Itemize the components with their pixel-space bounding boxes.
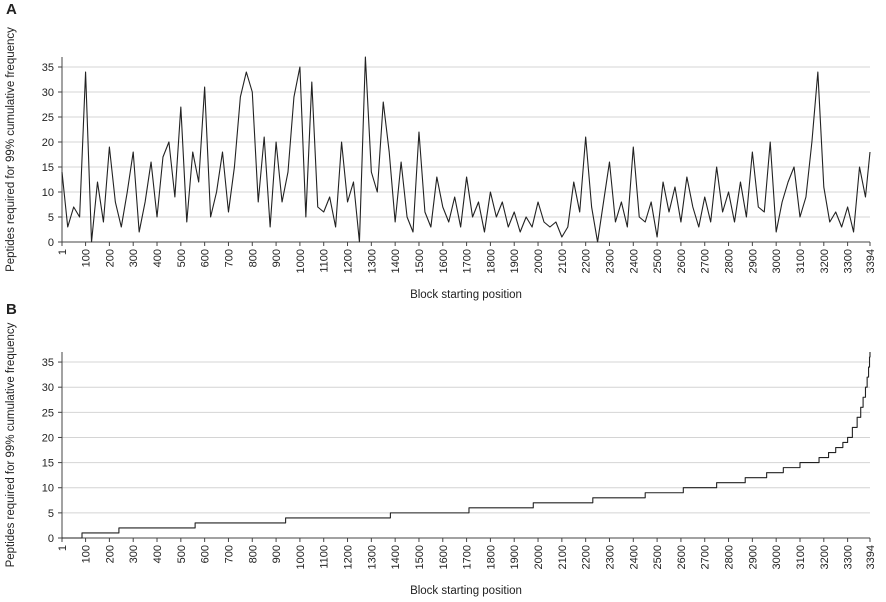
x-tick-label: 3394 (865, 545, 877, 569)
x-tick-label: 2600 (676, 249, 688, 273)
y-tick-label: 10 (42, 187, 54, 199)
x-tick-label: 1900 (509, 545, 521, 569)
x-tick-label: 1000 (295, 545, 307, 569)
data-line (61, 56, 871, 243)
y-tick-label: 35 (42, 62, 54, 74)
x-tick-label: 700 (223, 249, 235, 267)
x-tick-label: 2700 (700, 249, 712, 273)
x-tick-label: 2000 (533, 249, 545, 273)
x-tick-label: 2900 (747, 545, 759, 569)
x-tick-label: 1500 (414, 249, 426, 273)
x-tick-label: 1700 (462, 545, 474, 569)
x-tick-label: 2500 (652, 545, 664, 569)
x-tick-label: 2300 (604, 545, 616, 569)
x-tick-label: 3100 (795, 545, 807, 569)
y-tick-label: 0 (48, 237, 54, 249)
x-tick-label: 1700 (462, 249, 474, 273)
x-tick-label: 2500 (652, 249, 664, 273)
x-axis-label: Block starting position (410, 585, 522, 597)
x-tick-label: 700 (223, 545, 235, 563)
x-tick-label: 2400 (628, 545, 640, 569)
y-tick-label: 5 (48, 212, 54, 224)
x-tick-label: 3300 (843, 249, 855, 273)
x-tick-label: 800 (247, 249, 259, 267)
x-tick-label: 1100 (319, 545, 331, 569)
x-tick-label: 100 (81, 249, 93, 267)
x-tick-label: 1 (57, 249, 69, 255)
x-tick-label: 500 (176, 545, 188, 563)
x-tick-label: 2000 (533, 545, 545, 569)
x-tick-label: 200 (104, 249, 116, 267)
x-tick-label: 300 (128, 249, 140, 267)
x-tick-label: 1800 (485, 545, 497, 569)
x-tick-label: 3100 (795, 249, 807, 273)
panel-label: B (6, 301, 17, 318)
x-tick-label: 500 (176, 249, 188, 267)
x-tick-label: 2800 (724, 249, 736, 273)
y-tick-label: 15 (42, 162, 54, 174)
y-tick-label: 35 (42, 357, 54, 369)
x-tick-label: 1600 (438, 545, 450, 569)
x-tick-label: 1 (57, 545, 69, 551)
x-tick-label: 1300 (366, 249, 378, 273)
x-tick-label: 2400 (628, 249, 640, 273)
x-tick-label: 1500 (414, 545, 426, 569)
x-tick-label: 1400 (390, 249, 402, 273)
x-tick-label: 3394 (865, 249, 877, 273)
x-tick-label: 1900 (509, 249, 521, 273)
x-tick-label: 3300 (843, 545, 855, 569)
y-tick-label: 25 (42, 112, 54, 124)
x-tick-label: 800 (247, 545, 259, 563)
y-tick-label: 30 (42, 87, 54, 99)
x-axis-label: Block starting position (410, 289, 522, 301)
y-tick-label: 10 (42, 483, 54, 495)
x-tick-label: 100 (81, 545, 93, 563)
x-tick-label: 2200 (581, 249, 593, 273)
x-tick-label: 2100 (557, 249, 569, 273)
data-line (62, 352, 871, 539)
x-tick-label: 2100 (557, 545, 569, 569)
x-tick-label: 3200 (819, 545, 831, 569)
x-tick-label: 1300 (366, 545, 378, 569)
x-tick-label: 2900 (747, 249, 759, 273)
x-tick-label: 1400 (390, 545, 402, 569)
x-tick-label: 2200 (581, 545, 593, 569)
y-axis-label: Peptides required for 99% cumulative fre… (5, 322, 17, 567)
y-axis-label: Peptides required for 99% cumulative fre… (5, 27, 17, 272)
x-tick-label: 1000 (295, 249, 307, 273)
x-tick-label: 1800 (485, 249, 497, 273)
panel-label: A (6, 1, 17, 18)
x-tick-label: 900 (271, 249, 283, 267)
x-tick-label: 1600 (438, 249, 450, 273)
x-tick-label: 600 (200, 545, 212, 563)
x-tick-label: 200 (104, 545, 116, 563)
y-tick-label: 5 (48, 508, 54, 520)
x-tick-label: 400 (152, 545, 164, 563)
x-tick-label: 1100 (319, 249, 331, 273)
y-tick-label: 15 (42, 458, 54, 470)
x-tick-label: 1200 (343, 249, 355, 273)
x-tick-label: 2600 (676, 545, 688, 569)
x-tick-label: 3200 (819, 249, 831, 273)
x-tick-label: 2300 (604, 249, 616, 273)
x-tick-label: 3000 (771, 249, 783, 273)
x-tick-label: 300 (128, 545, 140, 563)
y-tick-label: 20 (42, 432, 54, 444)
x-tick-label: 2800 (724, 545, 736, 569)
x-tick-label: 1200 (343, 545, 355, 569)
x-tick-label: 3000 (771, 545, 783, 569)
x-tick-label: 2700 (700, 545, 712, 569)
y-tick-label: 30 (42, 382, 54, 394)
y-tick-label: 20 (42, 137, 54, 149)
x-tick-label: 400 (152, 249, 164, 267)
y-tick-label: 0 (48, 533, 54, 545)
x-tick-label: 900 (271, 545, 283, 563)
x-tick-label: 600 (200, 249, 212, 267)
y-tick-label: 25 (42, 407, 54, 419)
